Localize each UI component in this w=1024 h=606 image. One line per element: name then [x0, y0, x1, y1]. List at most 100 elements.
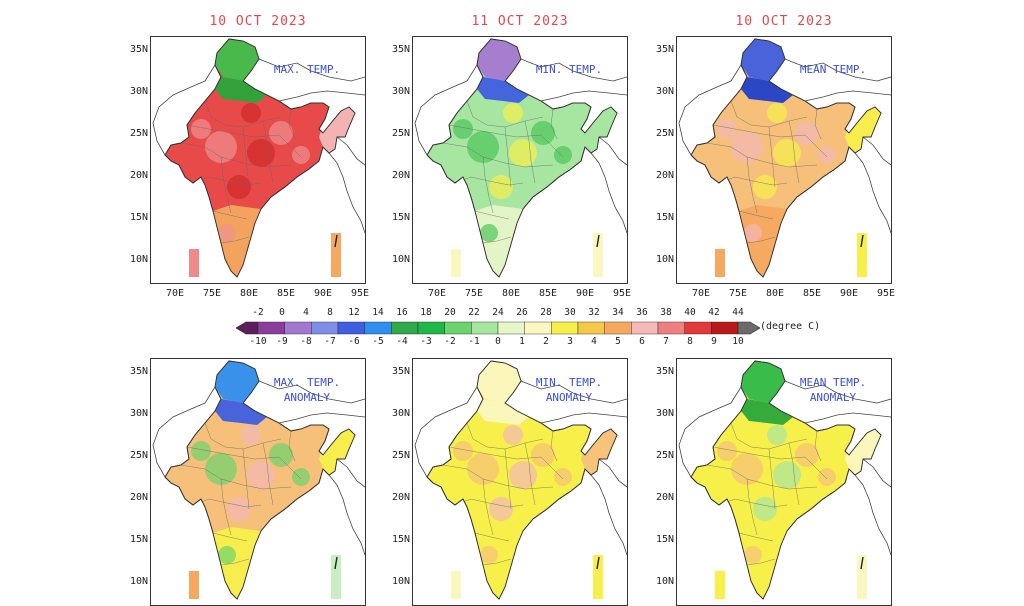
value-patch: [480, 224, 498, 242]
value-patch: [218, 224, 236, 242]
colorbar-anomaly-label: 8: [687, 336, 693, 347]
value-patch: [292, 468, 310, 486]
latitude-tick-label: 25N: [391, 128, 410, 139]
state-boundary: [212, 532, 248, 542]
north-band-region: [741, 77, 793, 103]
lakshadweep-swatch: [451, 571, 461, 599]
state-boundary: [746, 558, 776, 566]
value-patch: [489, 497, 513, 521]
state-boundary: [442, 464, 554, 490]
andaman-islands-mark: [596, 556, 600, 570]
panel-date-title: 10 OCT 2023: [735, 14, 833, 29]
latitude-tick-label: 15N: [129, 212, 148, 223]
state-boundary: [768, 126, 776, 188]
panel-variable-label: MAX. TEMP. ANOMALY: [253, 375, 361, 405]
india-outline: [690, 38, 882, 278]
state-boundary: [712, 124, 806, 138]
north-region: [215, 361, 259, 403]
andaman-islands-mark: [860, 234, 864, 248]
state-boundary: [262, 442, 274, 506]
longitude-tick-label: 95E: [613, 288, 632, 299]
country-border-line: [278, 412, 365, 424]
latitude-tick-label: 25N: [655, 450, 674, 461]
india-map: [152, 360, 365, 600]
value-patch: [467, 453, 499, 485]
state-boundary: [242, 448, 250, 510]
state-boundary: [550, 108, 558, 140]
longitude-tick-label: 75E: [203, 288, 222, 299]
value-patch: [247, 461, 275, 489]
panel-variable-label-line: MEAN TEMP.: [799, 63, 867, 76]
latitude-tick-label: 30N: [129, 408, 148, 419]
latitude-tick-label: 20N: [655, 492, 674, 503]
colorbar-anomaly-label: 10: [732, 336, 744, 347]
state-boundary: [186, 446, 280, 460]
value-patch: [489, 175, 513, 199]
country-border-line: [540, 90, 627, 102]
colorbar-anomaly-label: 6: [639, 336, 645, 347]
latitude-tick-label: 25N: [129, 128, 148, 139]
value-patch: [717, 441, 737, 461]
state-boundary: [804, 134, 828, 158]
country-border-line: [336, 458, 365, 488]
value-patch: [269, 121, 293, 145]
latitude-tick-label: 10N: [391, 576, 410, 587]
colorbar-anomaly-label: -3: [420, 336, 432, 347]
state-boundary: [738, 210, 774, 220]
value-patch: [292, 146, 310, 164]
state-boundary: [550, 430, 558, 462]
value-patch: [227, 497, 251, 521]
state-boundary: [482, 478, 494, 536]
colorbar-temperature-label: 24: [492, 307, 504, 318]
andaman-swatch: [857, 233, 867, 277]
value-patch: [453, 119, 473, 139]
country-border-line: [784, 58, 891, 82]
country-border-line: [804, 412, 891, 424]
longitude-tick-label: 75E: [729, 288, 748, 299]
state-boundary: [180, 464, 292, 490]
value-patch: [227, 175, 251, 199]
colorbar-temperature-label: 38: [660, 307, 672, 318]
country-border-line: [598, 458, 627, 488]
value-patch: [218, 546, 236, 564]
latitude-tick-label: 30N: [129, 86, 148, 97]
country-border-line: [258, 380, 365, 404]
colorbar-segment: [337, 321, 365, 335]
longitude-tick-label: 85E: [277, 288, 296, 299]
colorbar-temperature-label: 18: [420, 307, 432, 318]
state-boundary: [718, 176, 788, 186]
state-boundary: [192, 498, 262, 508]
colorbar-segment: [471, 321, 499, 335]
colorbar-segment: [711, 321, 739, 335]
state-boundary: [706, 464, 818, 490]
state-boundary: [454, 498, 524, 508]
latitude-tick-label: 20N: [391, 492, 410, 503]
state-boundary: [746, 236, 776, 244]
state-boundary: [768, 448, 776, 510]
andaman-islands-mark: [860, 556, 864, 570]
state-boundary: [706, 142, 818, 168]
country-border-line: [328, 152, 365, 234]
state-boundary: [448, 124, 542, 138]
value-patch: [509, 461, 537, 489]
colorbar-segment: [284, 321, 312, 335]
value-patch: [503, 425, 523, 445]
latitude-tick-label: 10N: [129, 576, 148, 587]
northeast-region: [319, 429, 355, 475]
northeast-region: [581, 429, 617, 475]
state-boundary: [186, 124, 280, 138]
panel-variable-label-line: MIN. TEMP.: [535, 376, 603, 389]
state-boundary: [738, 532, 774, 542]
colorbar-temperature-label: 4: [303, 307, 309, 318]
panel-variable-label-line: MIN. TEMP.: [535, 63, 603, 76]
longitude-tick-label: 95E: [351, 288, 370, 299]
colorbar-anomaly-label: -5: [372, 336, 384, 347]
value-patch: [241, 103, 261, 123]
country-border-line: [862, 458, 891, 488]
longitude-tick-label: 90E: [314, 288, 333, 299]
state-boundary: [746, 478, 758, 536]
state-boundary: [220, 236, 250, 244]
latitude-tick-label: 15N: [655, 534, 674, 545]
india-map: [678, 38, 891, 278]
state-boundary: [466, 422, 544, 450]
